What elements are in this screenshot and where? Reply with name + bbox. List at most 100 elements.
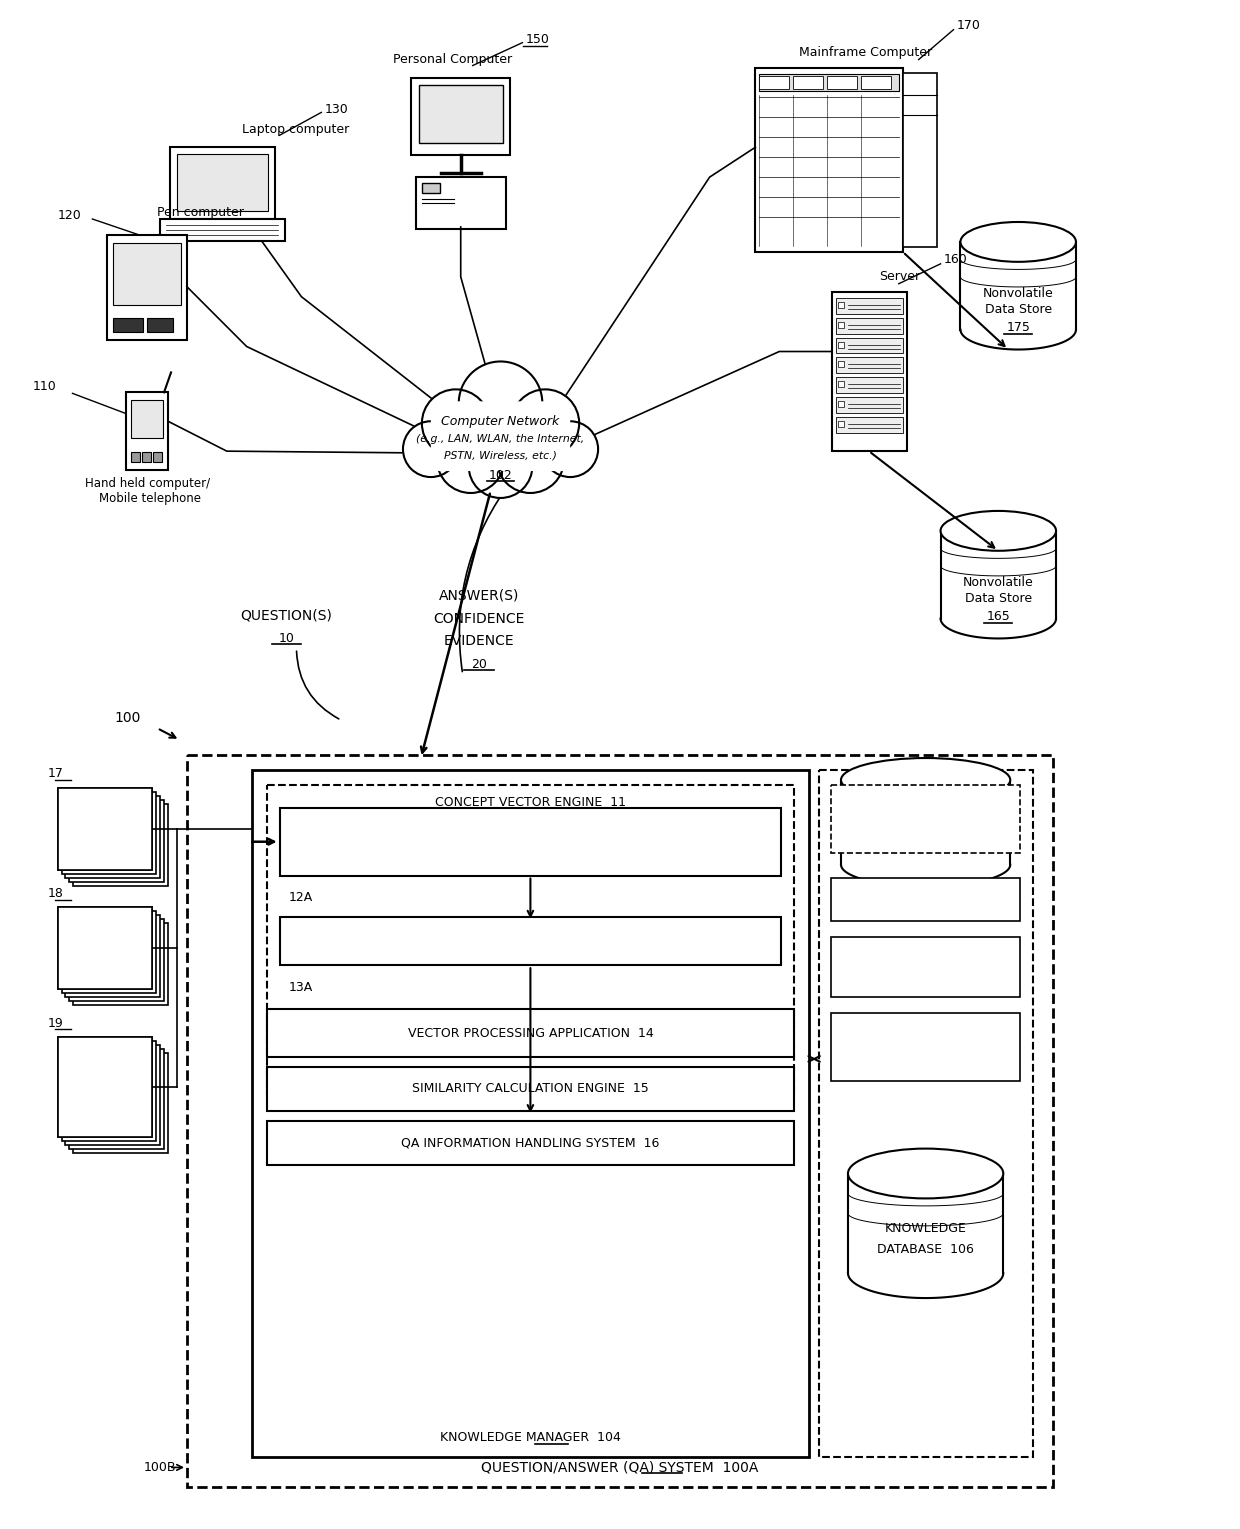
Text: Mainframe Computer: Mainframe Computer: [800, 46, 932, 60]
Text: CONCEPT: CONCEPT: [895, 950, 956, 962]
Text: DATABASE  106: DATABASE 106: [877, 1243, 975, 1255]
FancyBboxPatch shape: [69, 800, 164, 882]
FancyBboxPatch shape: [836, 398, 903, 413]
FancyBboxPatch shape: [62, 1041, 156, 1141]
FancyBboxPatch shape: [160, 219, 284, 242]
FancyBboxPatch shape: [836, 358, 903, 373]
Text: QA INFORMATION HANDLING SYSTEM  16: QA INFORMATION HANDLING SYSTEM 16: [402, 1136, 660, 1150]
Text: (ANNOTATOR)  12: (ANNOTATOR) 12: [475, 846, 587, 858]
FancyBboxPatch shape: [143, 453, 151, 462]
FancyBboxPatch shape: [113, 243, 181, 304]
FancyBboxPatch shape: [57, 787, 153, 870]
FancyBboxPatch shape: [838, 361, 844, 367]
Circle shape: [542, 422, 598, 477]
FancyBboxPatch shape: [69, 919, 164, 1001]
FancyBboxPatch shape: [69, 1049, 164, 1148]
Circle shape: [422, 390, 490, 457]
FancyBboxPatch shape: [170, 147, 274, 219]
FancyBboxPatch shape: [73, 804, 169, 885]
Circle shape: [511, 390, 579, 457]
Text: Personal Computer: Personal Computer: [393, 54, 512, 66]
FancyBboxPatch shape: [827, 75, 857, 90]
FancyBboxPatch shape: [73, 924, 169, 1005]
FancyBboxPatch shape: [861, 75, 890, 90]
Text: Nonvolatile: Nonvolatile: [983, 287, 1054, 300]
Ellipse shape: [841, 758, 1011, 801]
FancyBboxPatch shape: [831, 784, 1021, 853]
FancyBboxPatch shape: [187, 755, 1053, 1488]
Text: WIKI PAGES: WIKI PAGES: [71, 823, 138, 835]
Text: 12A: 12A: [289, 891, 312, 904]
FancyBboxPatch shape: [66, 916, 160, 997]
FancyBboxPatch shape: [832, 292, 906, 451]
FancyBboxPatch shape: [838, 341, 844, 347]
Text: DOCUMENTS  107: DOCUMENTS 107: [869, 823, 982, 835]
FancyBboxPatch shape: [836, 298, 903, 313]
FancyBboxPatch shape: [838, 401, 844, 407]
Text: CONCEPT VECTOR EXTRACTOR  13: CONCEPT VECTOR EXTRACTOR 13: [422, 934, 640, 948]
Text: EVIDENCE: EVIDENCE: [444, 635, 513, 648]
FancyBboxPatch shape: [419, 86, 502, 144]
FancyBboxPatch shape: [831, 878, 1021, 922]
Text: Hand held computer/: Hand held computer/: [86, 477, 211, 489]
Text: CONCEPT Ci  110: CONCEPT Ci 110: [872, 1049, 980, 1061]
FancyBboxPatch shape: [57, 787, 153, 870]
Text: GRAPH: GRAPH: [84, 942, 124, 954]
FancyBboxPatch shape: [252, 771, 810, 1457]
FancyBboxPatch shape: [841, 780, 1011, 864]
Text: SIMILARITY CALCULATION ENGINE  15: SIMILARITY CALCULATION ENGINE 15: [412, 1083, 649, 1095]
Text: KNOWLEDGE: KNOWLEDGE: [884, 1222, 966, 1235]
FancyBboxPatch shape: [836, 318, 903, 333]
FancyBboxPatch shape: [57, 1037, 153, 1136]
FancyBboxPatch shape: [903, 72, 936, 246]
FancyBboxPatch shape: [131, 453, 140, 462]
FancyBboxPatch shape: [820, 771, 1033, 1457]
FancyBboxPatch shape: [836, 378, 903, 393]
Text: 20: 20: [471, 657, 486, 671]
FancyBboxPatch shape: [430, 401, 570, 471]
Text: 100: 100: [114, 711, 140, 725]
Circle shape: [459, 361, 542, 445]
Circle shape: [436, 425, 505, 492]
Text: ANSWER(S): ANSWER(S): [439, 589, 518, 602]
FancyBboxPatch shape: [267, 1121, 794, 1165]
Circle shape: [469, 434, 532, 498]
FancyBboxPatch shape: [415, 177, 506, 229]
FancyBboxPatch shape: [961, 242, 1076, 330]
Text: QUESTION(S): QUESTION(S): [241, 609, 332, 622]
Ellipse shape: [941, 511, 1056, 550]
Circle shape: [496, 425, 564, 492]
FancyBboxPatch shape: [836, 417, 903, 433]
FancyBboxPatch shape: [66, 797, 160, 878]
Text: SEMANTIC DATA  108: SEMANTIC DATA 108: [859, 893, 992, 907]
FancyBboxPatch shape: [131, 401, 162, 439]
Text: 175: 175: [1007, 321, 1030, 335]
Text: 165: 165: [987, 610, 1011, 622]
Text: VECTOR PROCESSING APPLICATION  14: VECTOR PROCESSING APPLICATION 14: [408, 1026, 653, 1040]
FancyBboxPatch shape: [848, 1174, 1003, 1274]
Text: Laptop computer: Laptop computer: [242, 122, 348, 136]
Text: Mobile telephone: Mobile telephone: [99, 492, 201, 506]
Text: Data Store: Data Store: [985, 303, 1052, 317]
Text: 150: 150: [526, 34, 549, 46]
Text: Nonvolatile: Nonvolatile: [963, 576, 1034, 589]
FancyBboxPatch shape: [279, 807, 781, 876]
Text: KNOWLEDGE MANAGER  104: KNOWLEDGE MANAGER 104: [440, 1431, 621, 1443]
FancyBboxPatch shape: [755, 67, 903, 252]
FancyBboxPatch shape: [838, 301, 844, 307]
Text: 10: 10: [279, 631, 294, 645]
FancyBboxPatch shape: [794, 75, 823, 90]
FancyBboxPatch shape: [73, 1053, 169, 1153]
Text: SEQUENCES  109: SEQUENCES 109: [872, 969, 980, 982]
FancyBboxPatch shape: [267, 1009, 794, 1057]
Text: ELECTRONIC: ELECTRONIC: [885, 800, 966, 813]
Text: 19: 19: [47, 1017, 63, 1029]
Text: BEHAVIOR: BEHAVIOR: [74, 1089, 134, 1101]
FancyBboxPatch shape: [66, 1044, 160, 1145]
FancyBboxPatch shape: [831, 937, 1021, 997]
Text: Computer Network: Computer Network: [441, 414, 559, 428]
Text: NAVIGATION: NAVIGATION: [68, 1072, 140, 1086]
FancyBboxPatch shape: [148, 318, 174, 332]
Text: VECTOR Vi FOR: VECTOR Vi FOR: [877, 1026, 975, 1040]
FancyBboxPatch shape: [838, 381, 844, 387]
